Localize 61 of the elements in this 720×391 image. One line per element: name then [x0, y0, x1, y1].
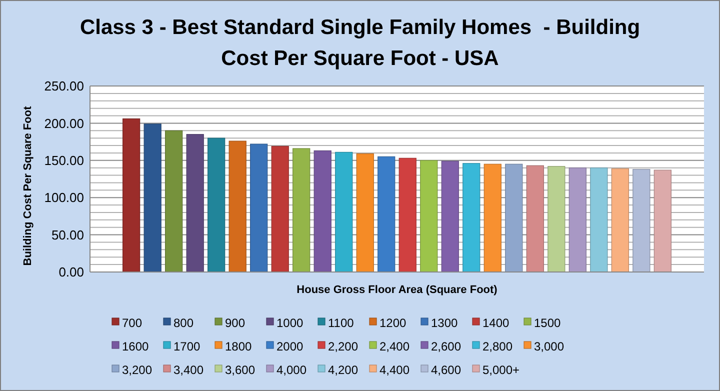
legend-label: 3,600 — [225, 363, 256, 378]
bar — [462, 163, 480, 272]
legend-label: 2000 — [276, 340, 304, 354]
legend-label: 1400 — [482, 316, 510, 330]
legend-label: 2,400 — [380, 340, 410, 354]
bar — [122, 118, 140, 272]
bar — [356, 153, 374, 272]
bar — [186, 134, 204, 272]
bar — [568, 168, 586, 272]
y-tick-label: 150.00 — [44, 152, 84, 168]
legend-label: 5,000+ — [482, 363, 520, 378]
legend-label: 1200 — [380, 316, 407, 330]
bar — [484, 164, 502, 272]
bar — [526, 165, 544, 272]
bar — [632, 169, 650, 272]
legend-label: 2,200 — [328, 340, 358, 354]
bar — [250, 144, 268, 272]
legend-label: 1100 — [328, 316, 354, 330]
bar — [441, 160, 459, 272]
bar — [292, 148, 310, 272]
legend-label: 3,200 — [122, 363, 152, 378]
legend-label: 4,600 — [431, 363, 462, 378]
bar — [228, 140, 246, 272]
bar — [335, 152, 353, 272]
legend-label: 1600 — [122, 340, 150, 354]
legend-label: 1500 — [534, 316, 562, 330]
legend-label: 1300 — [431, 316, 458, 330]
bar — [548, 166, 566, 272]
chart-title: Class 3 - Best Standard Single Family Homes - Building Cost Per Square Foot - USA — [80, 16, 640, 70]
legend-label: 3,000 — [534, 340, 564, 354]
legend-label: 800 — [174, 316, 194, 330]
legend-label: 1800 — [225, 340, 252, 354]
legend-label: 1700 — [174, 340, 201, 354]
bar — [505, 164, 523, 272]
bar — [611, 168, 629, 272]
legend-label: 700 — [122, 316, 142, 330]
y-axis-title: Building Cost Per Square Foot — [22, 106, 34, 266]
legend-label: 4,200 — [328, 363, 358, 378]
bar — [314, 150, 332, 272]
bar — [378, 156, 396, 272]
y-tick-label: 0.00 — [58, 264, 84, 280]
bar — [420, 160, 438, 272]
bar — [144, 124, 162, 272]
y-tick-label: 200.00 — [44, 116, 84, 131]
legend-label: 4,000 — [276, 363, 307, 378]
legend-label: 2,600 — [431, 340, 462, 354]
y-tick-label: 50.00 — [51, 227, 84, 242]
bar — [654, 170, 672, 272]
legend-label: 4,400 — [380, 363, 410, 378]
bar — [398, 158, 416, 272]
legend-label: 3,400 — [174, 363, 204, 378]
bar — [271, 146, 289, 272]
bar — [165, 130, 183, 272]
legend-label: 900 — [225, 316, 246, 330]
y-tick-label: 250.00 — [44, 78, 84, 94]
bar — [208, 138, 226, 272]
y-tick-label: 100.00 — [44, 190, 84, 206]
bar — [590, 168, 608, 272]
legend-label: 1000 — [276, 316, 304, 330]
x-axis-title: House Gross Floor Area (Square Foot) — [296, 284, 498, 296]
legend-label: 2,800 — [482, 340, 513, 354]
